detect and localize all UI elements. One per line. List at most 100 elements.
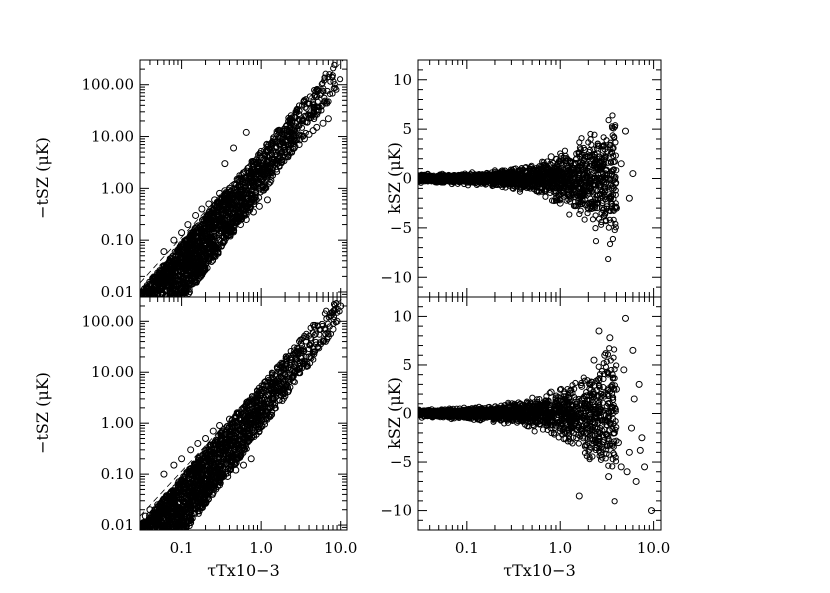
y-axis-label: −tSZ (μK) <box>33 137 52 219</box>
scatter-point-cloud <box>612 139 619 146</box>
y-tick-label: 10.00 <box>91 363 134 381</box>
scatter-point <box>547 162 555 170</box>
scatter-point-cloud <box>610 152 617 160</box>
scatter-point-cloud <box>237 183 244 190</box>
scatter-point <box>607 192 615 200</box>
scatter-point <box>225 184 233 192</box>
scatter-point-cloud <box>538 172 545 179</box>
scatter-point-cloud <box>612 122 619 129</box>
y-axis-label: −tSZ (μK) <box>33 372 52 454</box>
scatter-point-cloud <box>589 216 597 223</box>
scatter-point <box>245 164 253 172</box>
scatter-point-cloud <box>324 100 331 107</box>
scatter-point-cloud <box>336 76 344 83</box>
scatter-point <box>621 127 629 135</box>
scatter-point-cloud <box>605 117 612 124</box>
scatter-point <box>192 211 200 219</box>
scatter-point-cloud <box>302 104 309 111</box>
scatter-point-cloud <box>161 281 168 288</box>
scatter-point <box>194 239 202 247</box>
scatter-point-cloud <box>296 122 303 129</box>
scatter-point-cloud <box>329 72 336 79</box>
scatter-point-cloud <box>329 90 336 97</box>
scatter-point-cloud <box>612 224 619 231</box>
scatter-point-cloud <box>169 286 177 293</box>
scatter-point-cloud <box>183 287 190 295</box>
dashed-reference-line <box>140 60 344 284</box>
scatter-point <box>221 160 229 168</box>
scatter-point-cloud <box>322 70 329 77</box>
scatter-point-cloud <box>277 149 285 157</box>
scatter-point-cloud <box>610 166 617 174</box>
scatter-point-cloud <box>509 185 516 192</box>
scatter-point-cloud <box>304 119 311 126</box>
scatter-point-cloud <box>268 169 275 176</box>
scatter-point <box>205 200 213 208</box>
scatter-point-cloud <box>256 186 263 193</box>
scatter-point <box>160 248 168 256</box>
scatter-point-cloud <box>566 211 573 218</box>
scatter-point <box>295 141 303 149</box>
scatter-point-cloud <box>230 205 237 212</box>
scatter-point-cloud <box>220 202 227 209</box>
scatter-point-cloud <box>515 180 522 187</box>
scatter-point-cloud <box>568 178 575 185</box>
scatter-point-cloud <box>292 108 299 115</box>
scatter-point-cloud <box>597 176 605 183</box>
scatter-point-cloud <box>539 178 546 185</box>
scatter-point-cloud <box>584 204 591 212</box>
scatter-point <box>524 169 532 177</box>
scatter-point-cloud <box>592 238 600 245</box>
scatter-point-cloud <box>596 175 603 182</box>
scatter-point-cloud <box>275 138 282 145</box>
scatter-point-cloud <box>591 131 598 138</box>
scatter-point <box>586 163 594 171</box>
scatter-point-cloud <box>611 226 618 234</box>
scatter-point-cloud <box>233 211 240 218</box>
scatter-point <box>590 179 598 187</box>
x-axis-label: τTx10−3 <box>207 561 280 580</box>
scatter-point-cloud <box>555 179 562 186</box>
scatter-point <box>573 150 581 158</box>
scatter-point-cloud <box>418 176 423 184</box>
y-tick-label: 10 <box>393 71 412 89</box>
data-layer <box>140 297 345 530</box>
scatter-point-cloud <box>312 330 319 337</box>
scatter-point <box>598 209 606 217</box>
y-tick-label: 0.10 <box>101 231 134 249</box>
scatter-point <box>556 160 564 168</box>
scatter-point-cloud <box>587 130 594 138</box>
scatter-point-cloud <box>316 104 323 111</box>
scatter-point-cloud <box>208 233 216 240</box>
scatter-point-cloud <box>180 275 187 282</box>
scatter-point-cloud <box>161 272 168 279</box>
scatter-point-cloud <box>433 176 440 183</box>
scatter-point-cloud <box>518 165 525 172</box>
scatter-point-cloud <box>571 169 578 177</box>
scatter-point-cloud <box>314 88 322 95</box>
scatter-point-cloud <box>212 245 219 252</box>
scatter-point-cloud <box>610 145 617 152</box>
scatter-point-cloud <box>151 283 158 291</box>
scatter-point-cloud <box>189 231 196 238</box>
scatter-point-cloud <box>590 161 597 169</box>
scatter-point-cloud <box>253 165 261 172</box>
scatter-point <box>198 234 206 242</box>
scatter-point <box>236 221 244 229</box>
scatter-point-cloud <box>303 105 310 112</box>
scatter-point-cloud <box>180 265 188 272</box>
scatter-point-cloud <box>418 173 422 180</box>
scatter-point <box>198 205 206 213</box>
scatter-point-cloud <box>602 170 609 177</box>
scatter-point <box>273 160 281 168</box>
scatter-point-cloud <box>609 132 616 139</box>
scatter-point-cloud <box>253 196 260 204</box>
scatter-point-cloud <box>326 90 334 98</box>
scatter-point-cloud <box>613 167 620 174</box>
scatter-point-cloud <box>566 198 574 205</box>
scatter-point <box>230 144 238 152</box>
scatter-point-cloud <box>585 139 592 146</box>
scatter-point <box>500 172 508 180</box>
scatter-point-cloud <box>581 146 589 154</box>
scatter-point-cloud <box>309 100 316 107</box>
